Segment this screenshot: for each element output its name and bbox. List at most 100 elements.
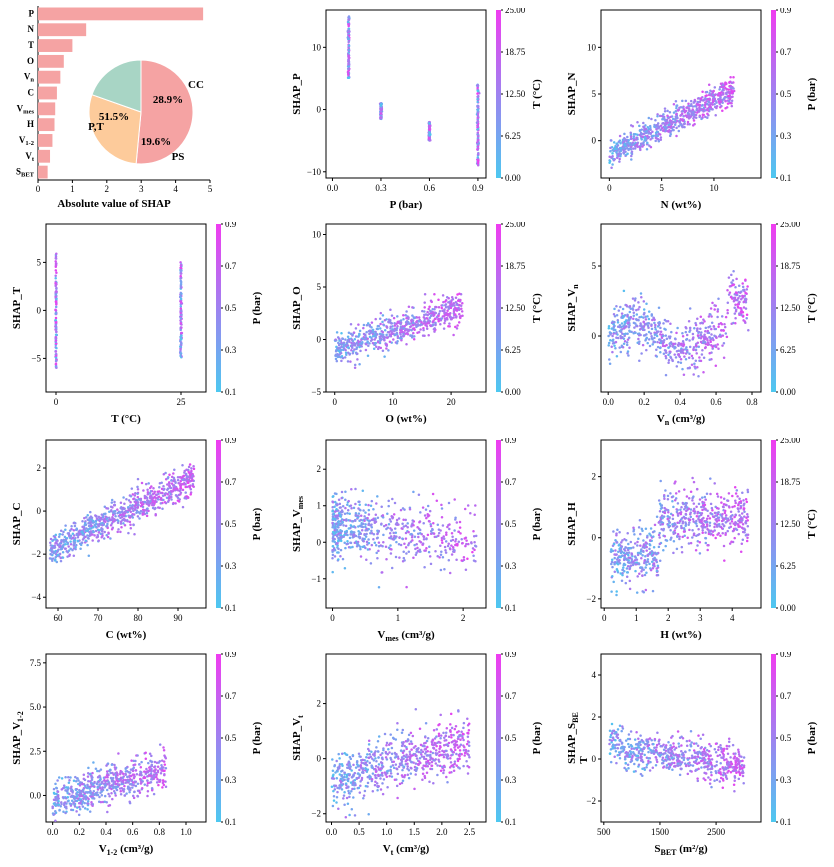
data-point [610, 139, 613, 142]
data-point [332, 554, 335, 557]
data-point [704, 526, 707, 529]
data-point [747, 329, 750, 332]
data-point [633, 312, 636, 315]
data-point [87, 522, 90, 525]
data-point [340, 345, 343, 348]
data-point [347, 340, 350, 343]
data-point [669, 529, 672, 532]
data-point [398, 536, 401, 539]
data-point [407, 330, 410, 333]
data-point [55, 306, 58, 309]
data-point [678, 130, 681, 133]
data-point [368, 342, 371, 345]
data-point [697, 375, 700, 378]
data-point [640, 296, 643, 299]
data-point [112, 512, 115, 515]
x-tick-label: 1 [396, 613, 401, 623]
data-point [55, 264, 58, 267]
data-point [347, 25, 350, 28]
x-tick-label: 20 [447, 397, 457, 407]
data-point [706, 91, 709, 94]
data-point [388, 318, 391, 321]
data-point [441, 537, 444, 540]
data-point [630, 331, 633, 334]
data-point [455, 559, 458, 562]
data-point [721, 527, 724, 530]
data-point [157, 492, 160, 495]
data-point [383, 336, 386, 339]
data-point [429, 510, 432, 512]
y-tick-label: −4 [31, 592, 41, 602]
data-point [654, 119, 657, 122]
data-point [711, 302, 714, 305]
data-point [634, 331, 637, 334]
data-point [382, 314, 385, 317]
data-point [619, 330, 622, 333]
data-point [657, 322, 660, 325]
data-point [413, 316, 416, 319]
data-point [407, 322, 410, 325]
data-point [687, 113, 690, 116]
data-point [647, 132, 650, 135]
data-point [348, 49, 351, 52]
data-point [630, 307, 633, 310]
data-point [356, 542, 359, 545]
data-point [394, 527, 397, 530]
data-point [169, 493, 172, 496]
data-point [650, 335, 653, 338]
y-tick-label: −10 [307, 167, 322, 177]
y-tick-label: 0 [317, 105, 322, 115]
data-point [445, 531, 448, 534]
data-point [682, 520, 685, 523]
data-point [473, 541, 476, 544]
data-point [735, 292, 738, 295]
data-point [64, 543, 67, 546]
data-point [696, 366, 699, 369]
y-tick-label: −5 [311, 387, 321, 397]
data-point [69, 548, 72, 551]
data-point [391, 498, 394, 501]
data-point [692, 520, 695, 523]
data-point [67, 545, 70, 548]
data-point [344, 531, 347, 534]
data-point [125, 498, 128, 501]
data-point [383, 338, 386, 341]
data-point [382, 350, 385, 353]
data-point [395, 541, 398, 544]
data-point [613, 313, 616, 316]
data-point [690, 115, 693, 118]
data-point [448, 528, 451, 531]
data-point [73, 522, 76, 525]
data-point [723, 323, 726, 326]
data-point [54, 538, 57, 541]
data-point [344, 547, 347, 550]
data-point [346, 503, 349, 506]
data-point [717, 94, 720, 97]
data-point [129, 507, 132, 510]
data-point [438, 532, 441, 535]
data-point [744, 321, 747, 324]
data-point [61, 533, 64, 536]
data-point [160, 502, 163, 505]
data-point [718, 519, 721, 522]
data-point [411, 539, 414, 542]
data-point [437, 318, 440, 321]
y-tick-label: 5 [592, 261, 597, 271]
data-point [729, 76, 732, 79]
data-point [56, 540, 59, 543]
data-point [419, 529, 422, 532]
data-point [450, 544, 453, 547]
data-point [689, 346, 692, 349]
data-point [709, 313, 712, 316]
data-point [347, 68, 350, 71]
data-point [55, 534, 58, 537]
data-point [734, 286, 737, 289]
data-point [382, 534, 385, 537]
data-point [84, 536, 87, 539]
data-point [422, 334, 425, 337]
data-point [188, 485, 191, 488]
data-point [653, 565, 656, 568]
data-point [703, 320, 706, 323]
